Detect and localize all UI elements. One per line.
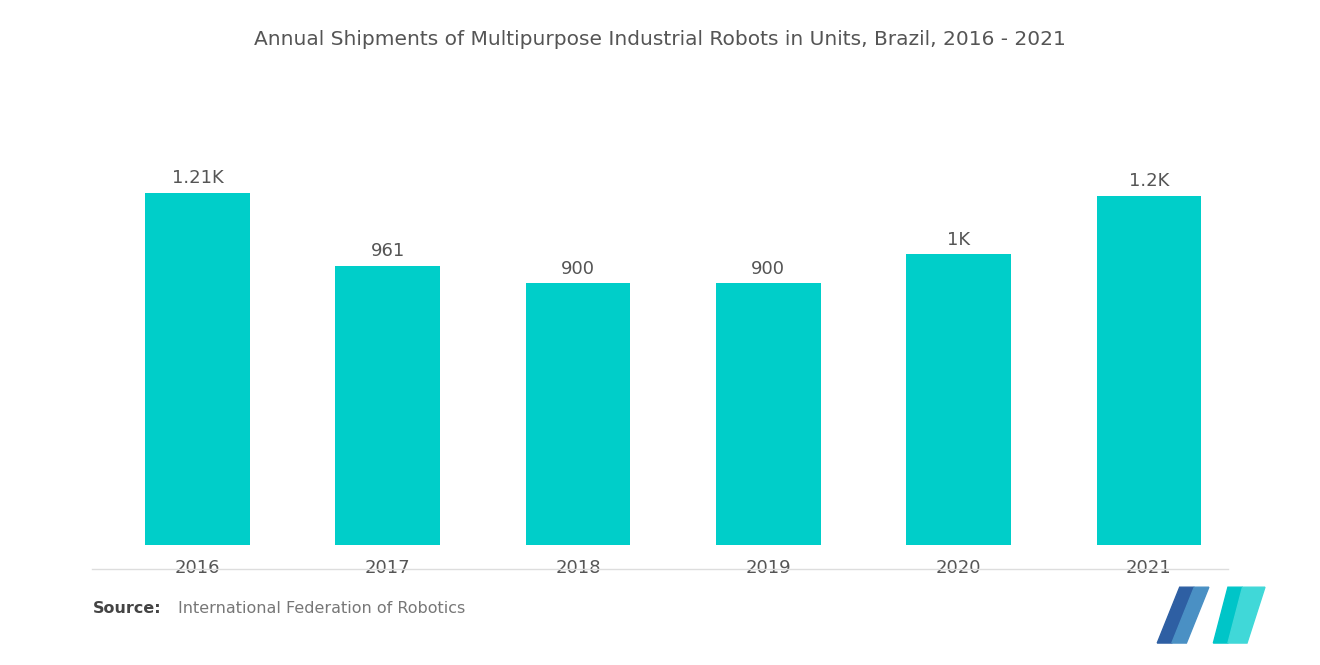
Polygon shape [1228,587,1265,643]
Polygon shape [1213,587,1242,643]
Text: 1K: 1K [946,231,970,249]
Text: 900: 900 [751,259,785,278]
Polygon shape [1158,587,1195,643]
Bar [1097,196,1201,545]
Text: 961: 961 [371,242,405,260]
Bar [715,283,821,545]
Text: International Federation of Robotics: International Federation of Robotics [178,601,466,616]
Text: Source:: Source: [92,601,161,616]
Text: 1.21K: 1.21K [172,170,223,188]
Bar [525,283,631,545]
Bar [145,194,249,545]
Polygon shape [1172,587,1209,643]
Bar [907,255,1011,545]
Text: Annual Shipments of Multipurpose Industrial Robots in Units, Brazil, 2016 - 2021: Annual Shipments of Multipurpose Industr… [253,31,1067,49]
Text: 1.2K: 1.2K [1129,172,1170,190]
Text: 900: 900 [561,259,595,278]
Bar [335,266,440,545]
